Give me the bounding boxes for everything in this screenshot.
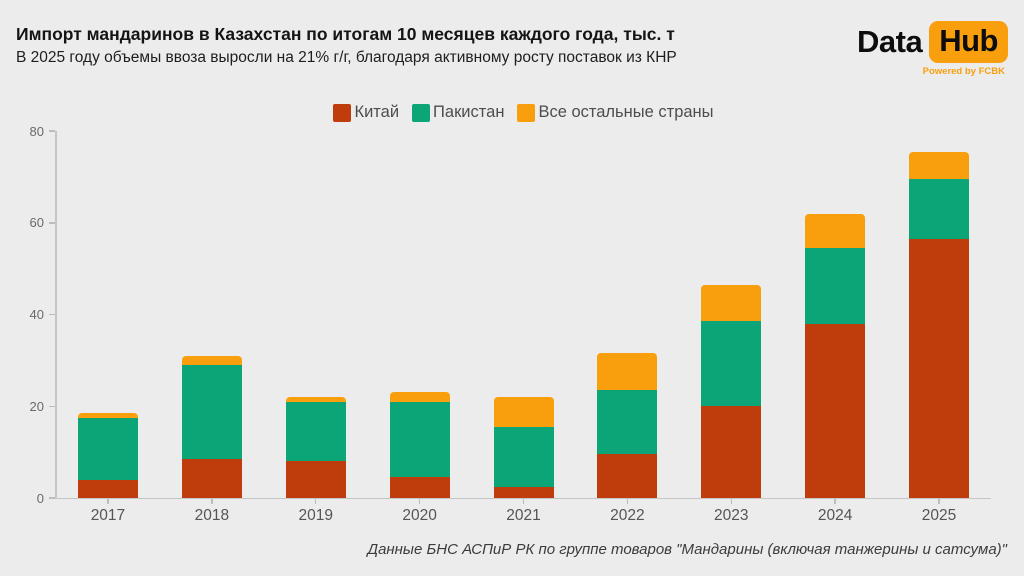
- bar-segment-2023-Китай: [701, 406, 762, 498]
- page-title: Импорт мандаринов в Казахстан по итогам …: [16, 24, 675, 44]
- y-tick-label: 80: [29, 123, 44, 139]
- bar-2024: [805, 213, 866, 498]
- x-tick-mark: [834, 499, 836, 504]
- bar-2017: [77, 413, 138, 498]
- bar-2021: [493, 397, 554, 498]
- bar-segment-2022-Китай: [597, 454, 658, 498]
- bar-2020: [389, 392, 450, 498]
- legend-swatch-icon: [517, 103, 536, 122]
- bar-segment-2017-Пакистан: [77, 417, 138, 480]
- legend-label: Все остальные страны: [538, 103, 714, 121]
- bar-segment-2025-Все остальные страны: [909, 151, 970, 180]
- y-tick-label: 40: [29, 307, 44, 322]
- x-tick-label: 2018: [194, 507, 230, 524]
- x-tick-label: 2020: [402, 507, 437, 524]
- bar-segment-2024-Китай: [805, 323, 866, 498]
- datahub-logo: Data Hub Powered by FCBK: [857, 21, 1008, 77]
- bar-segment-2023-Все остальные страны: [701, 284, 762, 322]
- y-tick-mark: [49, 222, 55, 224]
- bar-segment-2023-Пакистан: [701, 321, 762, 407]
- bar-segment-2024-Все остальные страны: [805, 213, 866, 248]
- x-tick-mark: [107, 499, 109, 504]
- bar-segment-2025-Пакистан: [909, 179, 970, 239]
- bar-2019: [285, 397, 346, 498]
- x-tick-mark: [938, 499, 940, 504]
- bar-segment-2020-Пакистан: [389, 401, 450, 478]
- x-tick-label: 2019: [298, 507, 333, 524]
- x-tick-label: 2017: [90, 507, 126, 524]
- logo-text-data: Data: [857, 24, 923, 59]
- y-tick-mark: [49, 405, 55, 407]
- bar-segment-2017-Все остальные страны: [77, 413, 138, 418]
- y-tick-label: 0: [36, 490, 44, 506]
- logo-tagline: Powered by FCBK: [922, 66, 1005, 77]
- chart-legend: Китай Пакистан Все остальные страны: [56, 103, 991, 122]
- x-tick-mark: [626, 499, 629, 504]
- bar-segment-2021-Все остальные страны: [493, 397, 554, 427]
- bar-segment-2017-Китай: [77, 479, 138, 498]
- legend-item-Пакистан: Пакистан: [412, 103, 504, 122]
- source-note: Данные БНС АСПиР РК по группе товаров "М…: [367, 541, 1007, 558]
- x-tick-mark: [522, 499, 525, 504]
- bar-segment-2020-Все остальные страны: [389, 392, 450, 402]
- x-tick-mark: [418, 499, 421, 504]
- legend-item-Все остальные страны: Все остальные страны: [517, 103, 714, 122]
- x-tick-label: 2021: [506, 507, 541, 524]
- logo-wordmark: Data Hub: [857, 21, 1008, 63]
- y-tick-mark: [49, 497, 55, 499]
- bar-segment-2018-Китай: [181, 458, 242, 498]
- x-tick-mark: [211, 499, 213, 504]
- legend-swatch-icon: [333, 103, 352, 122]
- page-subtitle: В 2025 году объемы ввоза выросли на 21% …: [16, 49, 677, 66]
- bar-segment-2022-Все остальные страны: [597, 353, 658, 391]
- legend-label: Пакистан: [433, 103, 505, 121]
- y-tick-label: 20: [29, 398, 44, 414]
- bar-segment-2018-Все остальные страны: [181, 355, 242, 365]
- x-tick-label: 2024: [817, 507, 853, 524]
- bar-segment-2018-Пакистан: [181, 364, 242, 459]
- bar-segment-2025-Китай: [909, 238, 970, 498]
- bar-2022: [597, 353, 658, 498]
- y-axis-line: [55, 131, 57, 499]
- bar-2018: [181, 355, 242, 498]
- bar-2023: [701, 284, 762, 498]
- x-tick-mark: [314, 499, 317, 504]
- x-axis-line: [55, 497, 991, 499]
- bar-segment-2021-Китай: [493, 486, 554, 498]
- bar-segment-2020-Китай: [389, 477, 450, 498]
- y-tick-label: 60: [29, 215, 44, 231]
- bar-segment-2019-Пакистан: [285, 401, 346, 462]
- x-tick-label: 2022: [610, 507, 645, 524]
- y-tick-mark: [49, 313, 55, 316]
- bar-2025: [909, 151, 970, 498]
- x-tick-mark: [730, 499, 733, 504]
- legend-item-Китай: Китай: [333, 103, 399, 122]
- bar-segment-2022-Пакистан: [597, 390, 658, 455]
- bar-segment-2021-Пакистан: [493, 426, 554, 487]
- legend-label: Китай: [354, 103, 400, 121]
- x-tick-label: 2025: [921, 507, 957, 524]
- x-tick-label: 2023: [714, 507, 749, 524]
- bar-segment-2019-Китай: [285, 461, 346, 498]
- logo-text-hub: Hub: [929, 21, 1008, 63]
- legend-swatch-icon: [412, 103, 431, 122]
- bar-segment-2019-Все остальные страны: [285, 397, 346, 402]
- bar-segment-2024-Пакистан: [805, 247, 866, 324]
- y-tick-mark: [49, 130, 55, 132]
